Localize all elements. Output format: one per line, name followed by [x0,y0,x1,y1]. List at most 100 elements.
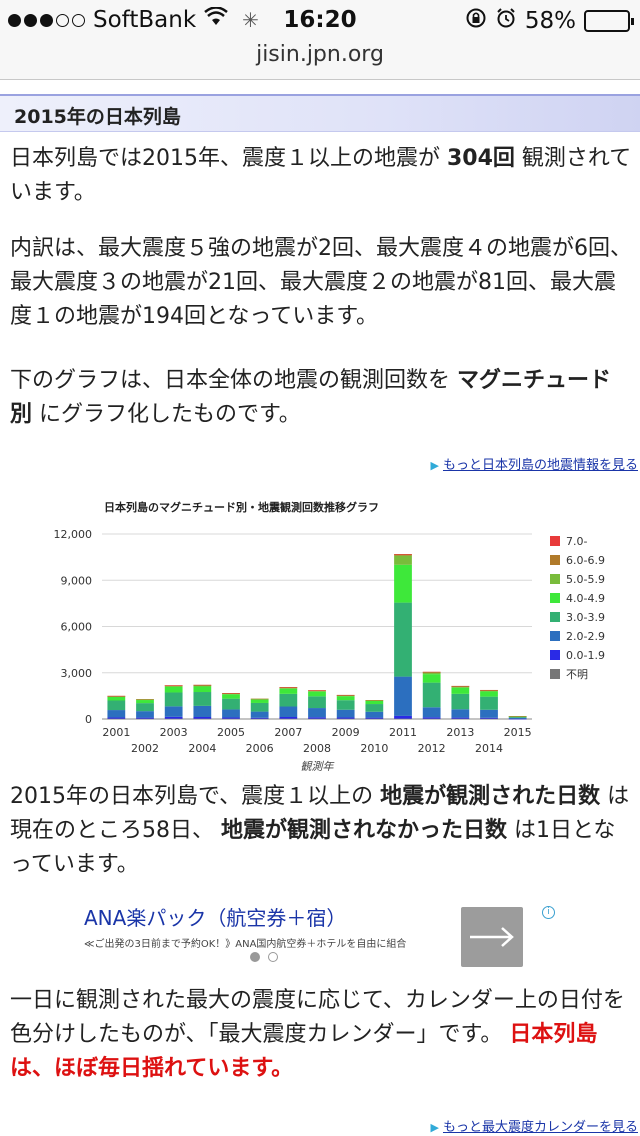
info-icon[interactable]: i [542,906,555,919]
x-tick-label: 2006 [246,742,274,755]
bar-segment [451,686,470,688]
pager-dot[interactable] [268,952,278,962]
bar-segment [193,686,212,693]
x-tick-label: 2008 [303,742,331,755]
more-info-link[interactable]: ▶ もっと日本列島の地震情報を見る [431,454,638,473]
bar-segment [336,718,355,720]
chart-svg: 日本列島のマグニチュード別・地震観測回数推移グラフ 0 3,000 6,000 9,00… [54,500,605,773]
bar-segment [336,694,355,696]
bar-segment [365,700,384,701]
bar-segment [136,699,154,700]
bar-segment [107,695,126,697]
x-tick-label: 2009 [332,726,360,739]
bar-segment [422,671,441,673]
legend-label: 3.0-3.9 [566,611,605,624]
x-tick-label: 2002 [131,742,159,755]
bar-segment [107,718,126,720]
bar-segment [222,718,240,720]
legend-label: 0.0-1.9 [566,649,605,662]
bar-segment [336,695,355,697]
more-info-label[interactable]: もっと日本列島の地震情報を見る [442,458,638,473]
days-not-observed-bold: 地震が観測されなかった日数 [221,818,508,843]
ad-arrow-button[interactable] [461,907,523,967]
section-header: 2015年の日本列島 [0,94,640,132]
x-tick-label: 2001 [102,726,130,739]
bar-segment [508,718,527,720]
bar-segment [336,696,355,701]
url-text[interactable]: jisin.jpn.org [256,42,384,67]
legend-swatch [550,536,560,546]
x-tick-label: 2012 [418,742,446,755]
rotation-lock-icon [465,7,487,35]
graph-intro-paragraph: 下のグラフは、日本全体の地震の観測回数を マグニチュード別 にグラフ化したもので… [10,364,632,432]
bar-segment [164,686,183,693]
bar-segment [279,687,298,689]
signal-dot [40,13,53,27]
status-bar: SoftBank ✳ 16:20 58% [0,0,640,40]
bar-segment [250,702,269,712]
bar-segment [136,718,154,720]
section-title: 2015年の日本列島 [14,106,181,128]
bar-segment [193,685,212,687]
pager-dot-active[interactable] [250,952,260,962]
ad-subtitle[interactable]: ≪ご出発の3日前まで予約OK！》ANA国内航空券＋ホテルを自由に組合 [84,939,407,950]
x-tick-label: 2005 [217,726,245,739]
x-tick-label: 2003 [160,726,188,739]
y-tick-label: 12,000 [54,528,93,541]
bar-segment [480,717,498,719]
legend-label: 5.0-5.9 [566,573,605,586]
bar-segment [422,707,441,718]
signal-dot [24,13,37,27]
bar-segment [308,691,326,697]
more-calendar-label[interactable]: もっと最大震度カレンダーを見る [442,1120,638,1135]
summary-text: 日本列島では2015年、震度１以上の地震が [10,146,447,171]
legend-label: 2.0-2.9 [566,630,605,643]
bar-segment [394,554,412,556]
legend-swatch [550,650,560,660]
ad-title[interactable]: ANA楽パック（航空券＋宿） [84,906,347,930]
legend-label: 不明 [566,668,588,681]
calendar-paragraph: 一日に観測された最大の震度に応じて、カレンダー上の日付を色分けしたものが、「最大… [10,984,632,1086]
ad-banner[interactable]: ANA楽パック（航空券＋宿） ≪ご出発の3日前まで予約OK！》ANA国内航空券＋… [84,902,564,974]
bar-segment [279,716,298,719]
bar-segment [164,716,183,719]
bar-segment [451,717,470,719]
days-paragraph: 2015年の日本列島で、震度１以上の 地震が観測された日数 は現在のところ58日… [10,780,632,882]
triangle-right-icon: ▶ [430,459,439,472]
battery-icon [584,10,634,32]
bar-segment [222,693,240,694]
bar-segment [308,717,326,719]
bar-segment [451,685,470,687]
bar-segment [365,700,384,705]
bar-segment [365,704,384,712]
legend-swatch [550,593,560,603]
bar-segment [308,708,326,718]
bar-segment [136,711,154,718]
bar-segment [279,718,298,720]
legend-swatch [550,574,560,584]
legend-label: 6.0-6.9 [566,554,605,567]
bar-segment [250,698,269,700]
status-right: 58% [465,7,634,35]
bar-segment [136,703,154,712]
bar-segment [222,717,240,719]
bar-segment [365,717,384,719]
bar-segment [451,718,470,720]
x-tick-label: 2013 [446,726,474,739]
bar-segment [250,711,269,718]
bar-segment [279,688,298,694]
signal-dot [56,13,69,27]
bar-segment [394,676,412,716]
legend-swatch [550,669,560,679]
bar-segment [451,687,470,694]
more-calendar-link[interactable]: ▶ もっと最大震度カレンダーを見る [431,1116,638,1135]
bar-segment [336,700,355,710]
legend-swatch [550,612,560,622]
address-bar[interactable]: jisin.jpn.org [0,40,640,80]
bar-segment [308,696,326,709]
bar-segment [508,716,527,718]
bar-segment [365,718,384,720]
days-text-end: は1日となっています。 [10,818,616,877]
carrier-name: SoftBank [93,7,197,33]
bar-segment [107,696,126,697]
